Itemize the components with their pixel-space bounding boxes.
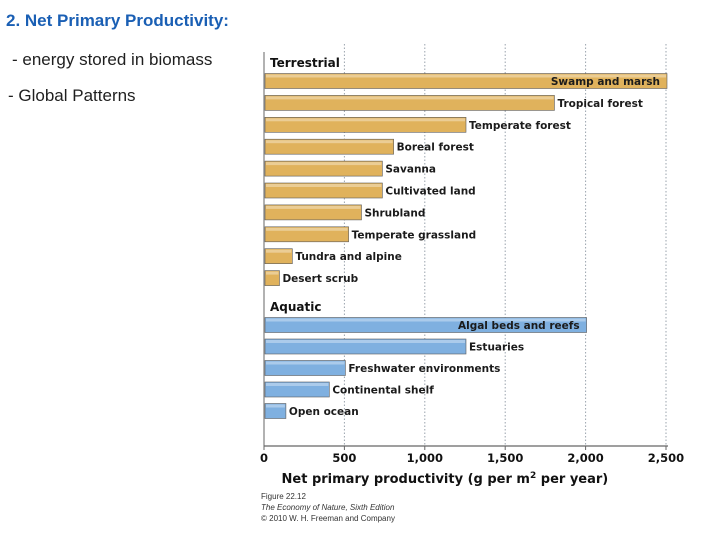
- x-tick-label-2000: 2,000: [567, 451, 603, 465]
- bar-label-temperate-grassland: Temperate grassland: [352, 229, 476, 241]
- bar-desert-scrub: [264, 270, 280, 286]
- bar-label-temperate-forest: Temperate forest: [469, 120, 571, 132]
- bar-shrubland: [264, 204, 362, 221]
- bar-highlight-desert-scrub: [266, 271, 279, 275]
- bar-label-tundra-and-alpine: Tundra and alpine: [295, 251, 402, 263]
- bar-tundra-and-alpine: [264, 248, 293, 264]
- figure-copyright: © 2010 W. H. Freeman and Company: [261, 514, 395, 523]
- bar-highlight-cultivated-land: [266, 184, 382, 187]
- bar-label-estuaries: Estuaries: [469, 342, 524, 354]
- bar-label-shrubland: Shrubland: [364, 207, 425, 219]
- bar-highlight-shrubland: [266, 205, 361, 209]
- bar-highlight-tropical-forest: [266, 96, 554, 100]
- bar-savanna: [264, 160, 383, 177]
- bar-label-freshwater-environments: Freshwater environments: [348, 363, 500, 375]
- bar-highlight-temperate-grassland: [266, 227, 348, 231]
- x-tick-label-2500: 2,500: [648, 451, 684, 465]
- bullet-energy-stored: - energy stored in biomass: [12, 50, 213, 69]
- figure-book: The Economy of Nature, Sixth Edition: [261, 503, 395, 512]
- bar-continental-shelf: [264, 381, 330, 398]
- group-label-terrestrial: Terrestrial: [270, 56, 340, 70]
- bar-temperate-grassland: [264, 226, 349, 243]
- bar-label-savanna: Savanna: [385, 164, 436, 176]
- bar-tropical-forest: [264, 95, 555, 111]
- bar-label-algal-beds-and-reefs: Algal beds and reefs: [458, 320, 580, 332]
- bar-highlight-swamp-and-marsh: [266, 74, 666, 78]
- x-tick-label-0: 0: [260, 451, 268, 465]
- bar-algal-beds-and-reefs: [264, 317, 587, 333]
- bar-open-ocean: [264, 403, 287, 419]
- bar-label-boreal-forest: Boreal forest: [397, 142, 474, 154]
- bar-label-continental-shelf: Continental shelf: [332, 385, 434, 397]
- bar-highlight-continental-shelf: [266, 383, 329, 386]
- bar-highlight-estuaries: [266, 340, 465, 343]
- bar-label-desert-scrub: Desert scrub: [282, 273, 358, 285]
- bullet-global-patterns: - Global Patterns: [8, 86, 136, 105]
- bar-highlight-savanna: [266, 162, 382, 166]
- bar-highlight-tundra-and-alpine: [266, 249, 292, 253]
- x-axis-title: Net primary productivity (g per m2 per y…: [282, 471, 609, 487]
- group-label-aquatic: Aquatic: [270, 300, 321, 314]
- bar-label-tropical-forest: Tropical forest: [557, 98, 642, 110]
- bar-freshwater-environments: [264, 360, 346, 376]
- x-tick-label-500: 500: [332, 451, 356, 465]
- bar-highlight-open-ocean: [266, 404, 285, 408]
- figure-number: Figure 22.12: [261, 492, 306, 501]
- slide-title: 2. Net Primary Productivity:: [6, 11, 229, 30]
- bar-boreal-forest: [264, 138, 394, 155]
- bar-swamp-and-marsh: [264, 73, 668, 89]
- bar-highlight-boreal-forest: [266, 140, 393, 144]
- bar-cultivated-land: [264, 182, 383, 199]
- bar-highlight-algal-beds-and-reefs: [266, 318, 586, 322]
- x-tick-label-1000: 1,000: [407, 451, 443, 465]
- bar-label-open-ocean: Open ocean: [289, 406, 359, 418]
- bar-label-swamp-and-marsh: Swamp and marsh: [551, 76, 660, 88]
- x-tick-label-1500: 1,500: [487, 451, 523, 465]
- bar-highlight-temperate-forest: [266, 118, 465, 122]
- bar-label-cultivated-land: Cultivated land: [385, 186, 475, 198]
- bar-temperate-forest: [264, 117, 467, 133]
- bar-highlight-freshwater-environments: [266, 361, 345, 365]
- bar-estuaries: [264, 338, 467, 355]
